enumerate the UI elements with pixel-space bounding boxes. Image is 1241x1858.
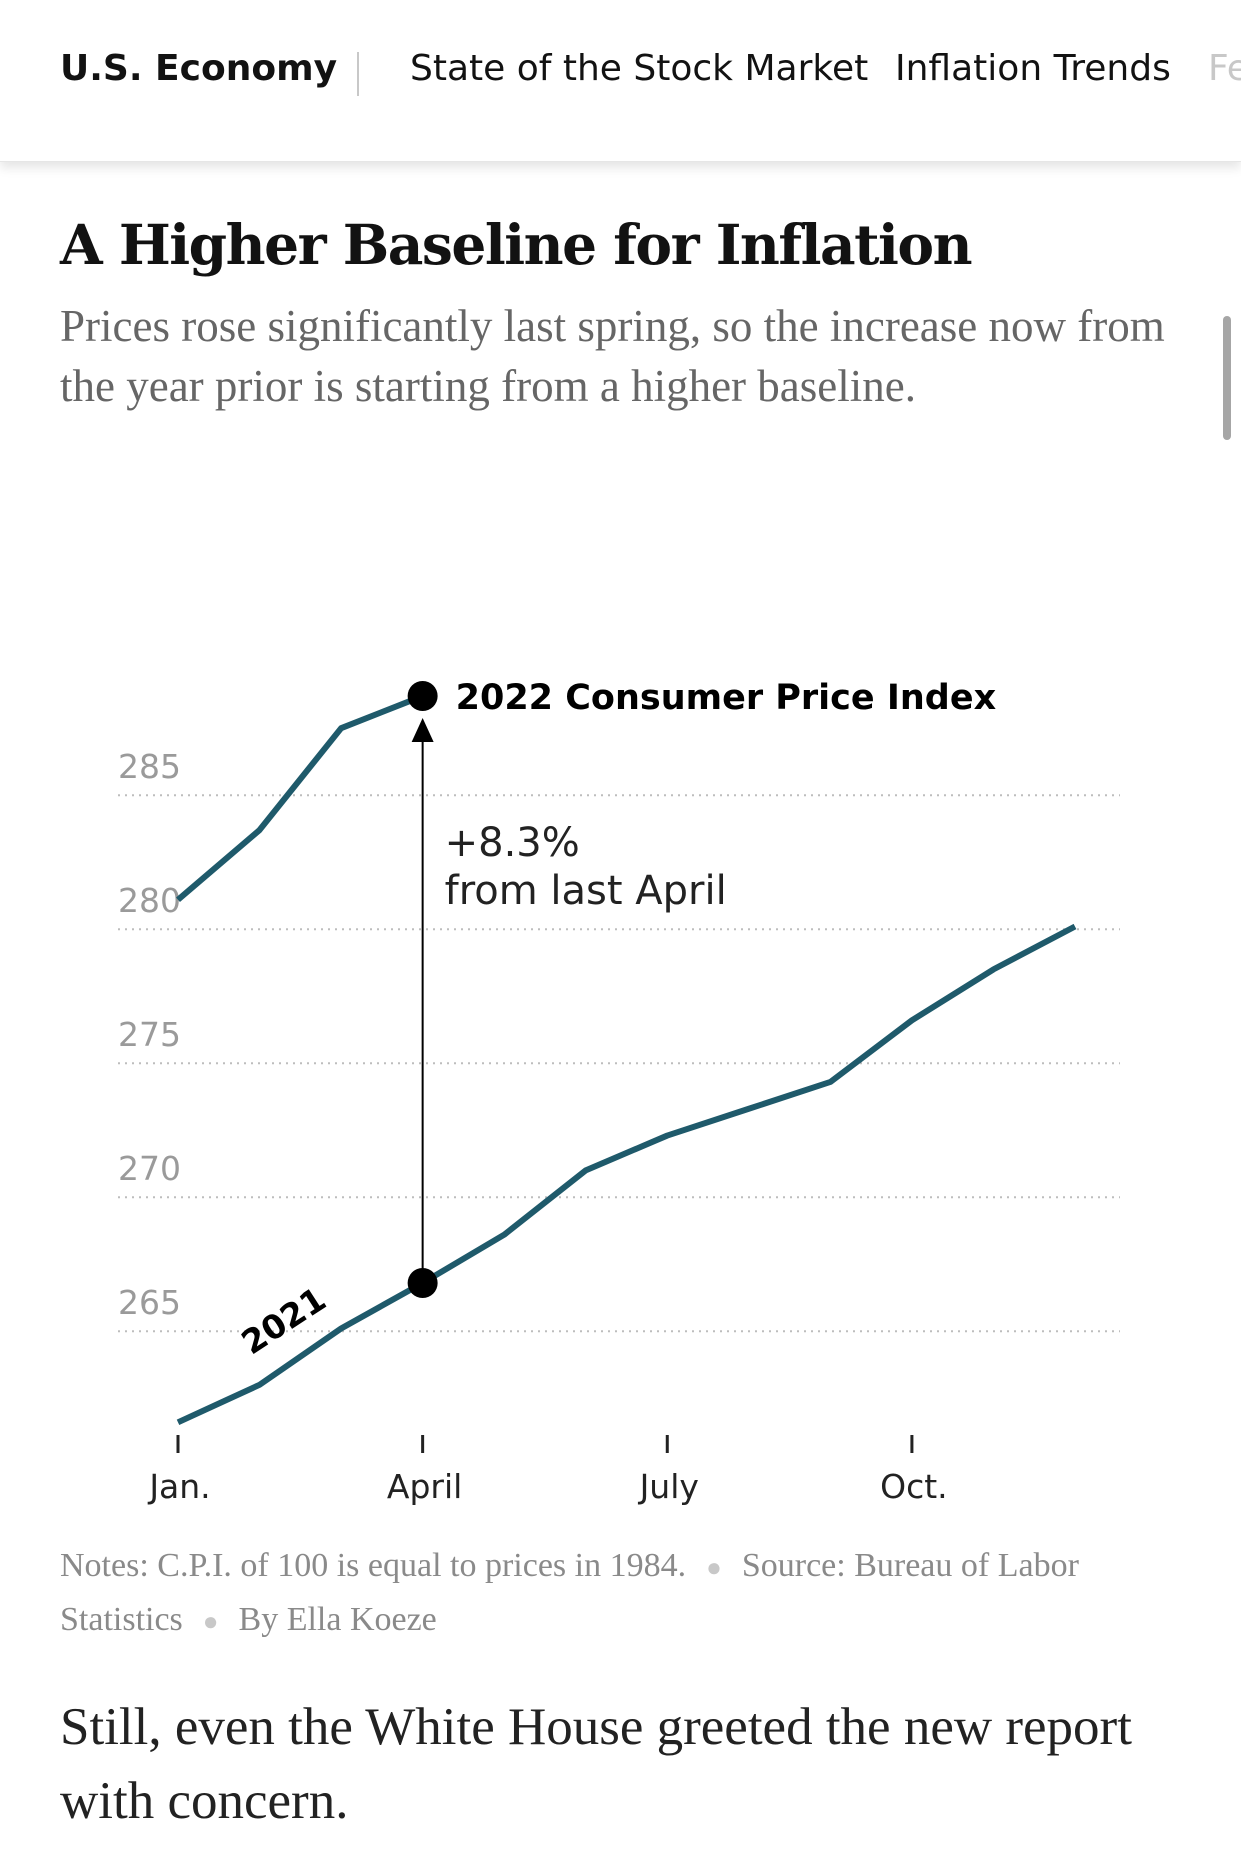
x-tick-label-Jan.: Jan.	[147, 1467, 210, 1506]
point-marker-2022-april	[407, 681, 438, 712]
top-navigation: U.S. Economy State of the Stock Market I…	[0, 0, 1241, 162]
y-tick-label-265: 265	[118, 1283, 181, 1322]
y-tick-label-275: 275	[118, 1015, 181, 1054]
series-line-1	[176, 923, 1077, 1426]
notes-text: Notes: C.P.I. of 100 is equal to prices …	[60, 1547, 687, 1584]
chart-subhead: Prices rose significantly last spring, s…	[60, 301, 1165, 411]
article-paragraph: Still, even the White House greeted the …	[60, 1698, 1132, 1830]
annotation-change-value: +8.3%	[445, 820, 580, 866]
cpi-line-chart: 265 270 275 280 285 Jan. April July Oct. 2022 Con…	[118, 678, 1120, 1506]
point-marker-2021-april	[407, 1267, 438, 1298]
nav-item-inflation-trends[interactable]: Inflation Trends	[895, 48, 1171, 89]
byline: By Ella Koeze	[238, 1601, 437, 1638]
x-tick-label-April: April	[387, 1467, 462, 1506]
series-label-2021: 2021	[235, 1279, 333, 1362]
nav-divider	[357, 52, 359, 96]
x-tick-label-Oct.: Oct.	[880, 1467, 948, 1506]
chart-headline: A Higher Baseline for Inflation	[60, 212, 973, 277]
annotation-change-label: from last April	[445, 868, 727, 914]
series-label-2022: 2022 Consumer Price Index	[456, 678, 997, 718]
nav-item-us-economy[interactable]: U.S. Economy	[60, 48, 338, 89]
change-arrow-head	[411, 718, 434, 743]
series-line-0	[176, 693, 424, 903]
separator-dot: ●	[706, 1553, 722, 1582]
y-tick-label-280: 280	[118, 881, 181, 920]
y-tick-label-270: 270	[118, 1149, 181, 1188]
nav-item-truncated[interactable]: Fe	[1208, 48, 1241, 89]
x-tick-label-July: July	[638, 1467, 699, 1506]
separator-dot: ●	[202, 1607, 219, 1636]
scrollbar[interactable]	[1223, 316, 1231, 440]
source-text: Source: Bureau of Labor Statistics	[60, 1547, 1079, 1638]
chart-notes: Notes: C.P.I. of 100 is equal to prices …	[60, 1540, 1180, 1648]
nav-item-stock-market[interactable]: State of the Stock Market	[410, 48, 869, 89]
y-tick-label-285: 285	[118, 747, 181, 786]
